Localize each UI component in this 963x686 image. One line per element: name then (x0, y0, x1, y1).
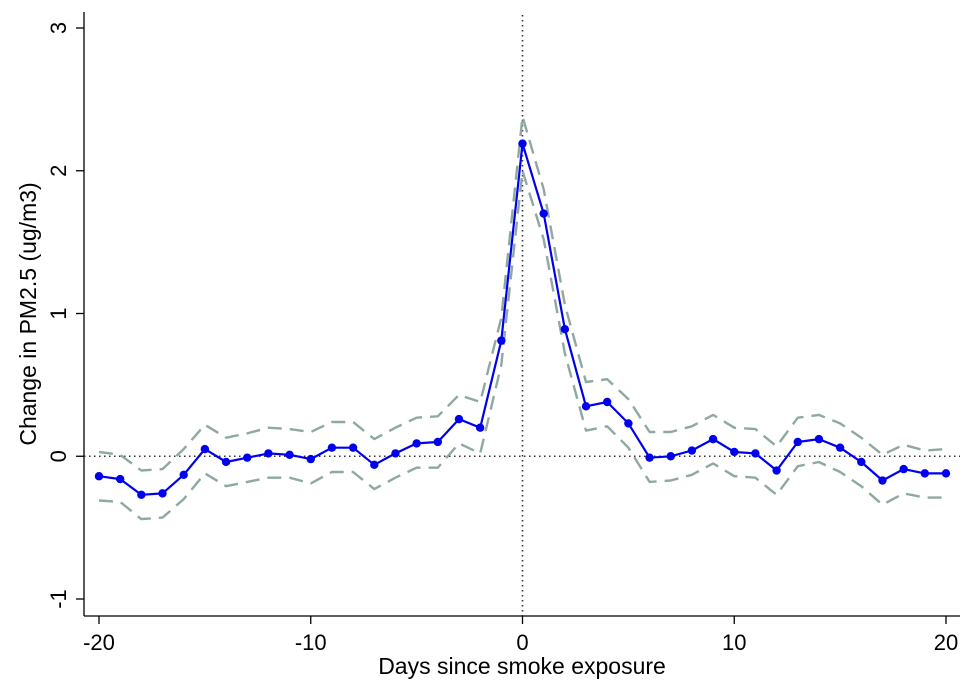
estimate-point (751, 449, 760, 458)
estimate-point (179, 470, 188, 480)
estimate-point (370, 460, 379, 470)
estimate-point (708, 434, 718, 444)
estimate-point (730, 447, 739, 457)
estimate-point (560, 325, 570, 334)
estimate-point (899, 464, 908, 474)
estimate-point (941, 469, 951, 478)
estimate-point (814, 434, 824, 444)
estimate-point (94, 472, 104, 481)
estimate-point (348, 443, 358, 452)
y-tick-label: 0 (46, 450, 71, 462)
series-layer (94, 115, 951, 521)
estimate-point (115, 474, 125, 484)
x-axis-title: Days since smoke exposure (378, 653, 666, 679)
estimate-point (306, 454, 315, 464)
estimate-point (624, 419, 633, 428)
lower-ci-line (98, 169, 946, 521)
estimate-point (603, 397, 612, 407)
upper-ci-line (98, 115, 947, 472)
estimate-point (687, 446, 697, 455)
estimate-point (221, 457, 231, 467)
y-tick-label: 3 (46, 22, 71, 34)
y-tick-label: 1 (46, 307, 71, 319)
estimate-point (772, 466, 781, 475)
estimate-point (920, 469, 930, 478)
estimate-point (327, 443, 337, 452)
estimate-point (158, 489, 167, 498)
x-tick-label: 0 (516, 630, 528, 655)
estimate-point (497, 336, 506, 345)
estimate-point (137, 490, 146, 499)
reference-lines (84, 15, 960, 616)
x-tick-label: 10 (722, 630, 746, 655)
estimate-point (264, 449, 273, 458)
estimate-point (835, 443, 845, 452)
estimate-point (285, 450, 294, 460)
estimate-point (243, 453, 252, 462)
y-tick-label: 2 (46, 165, 71, 177)
estimate-point (518, 139, 527, 148)
estimate-point (475, 423, 485, 432)
estimate-point (454, 414, 464, 424)
x-tick-label: 20 (934, 630, 958, 655)
estimate-point (391, 449, 400, 458)
estimate-point (666, 452, 675, 461)
estimate-point (645, 453, 654, 462)
estimate-point (581, 402, 591, 411)
x-tick-label: -20 (83, 630, 115, 655)
estimate-point (412, 439, 421, 448)
estimate-point (539, 209, 548, 218)
y-axis-title: Change in PM2.5 (ug/m3) (15, 182, 41, 445)
estimate-point (433, 437, 442, 447)
estimate-point (200, 444, 210, 454)
estimate-point (793, 437, 802, 447)
estimate-point (878, 476, 887, 485)
estimate-point (857, 457, 866, 467)
y-tick-label: -1 (46, 589, 71, 609)
x-tick-label: -10 (295, 630, 327, 655)
